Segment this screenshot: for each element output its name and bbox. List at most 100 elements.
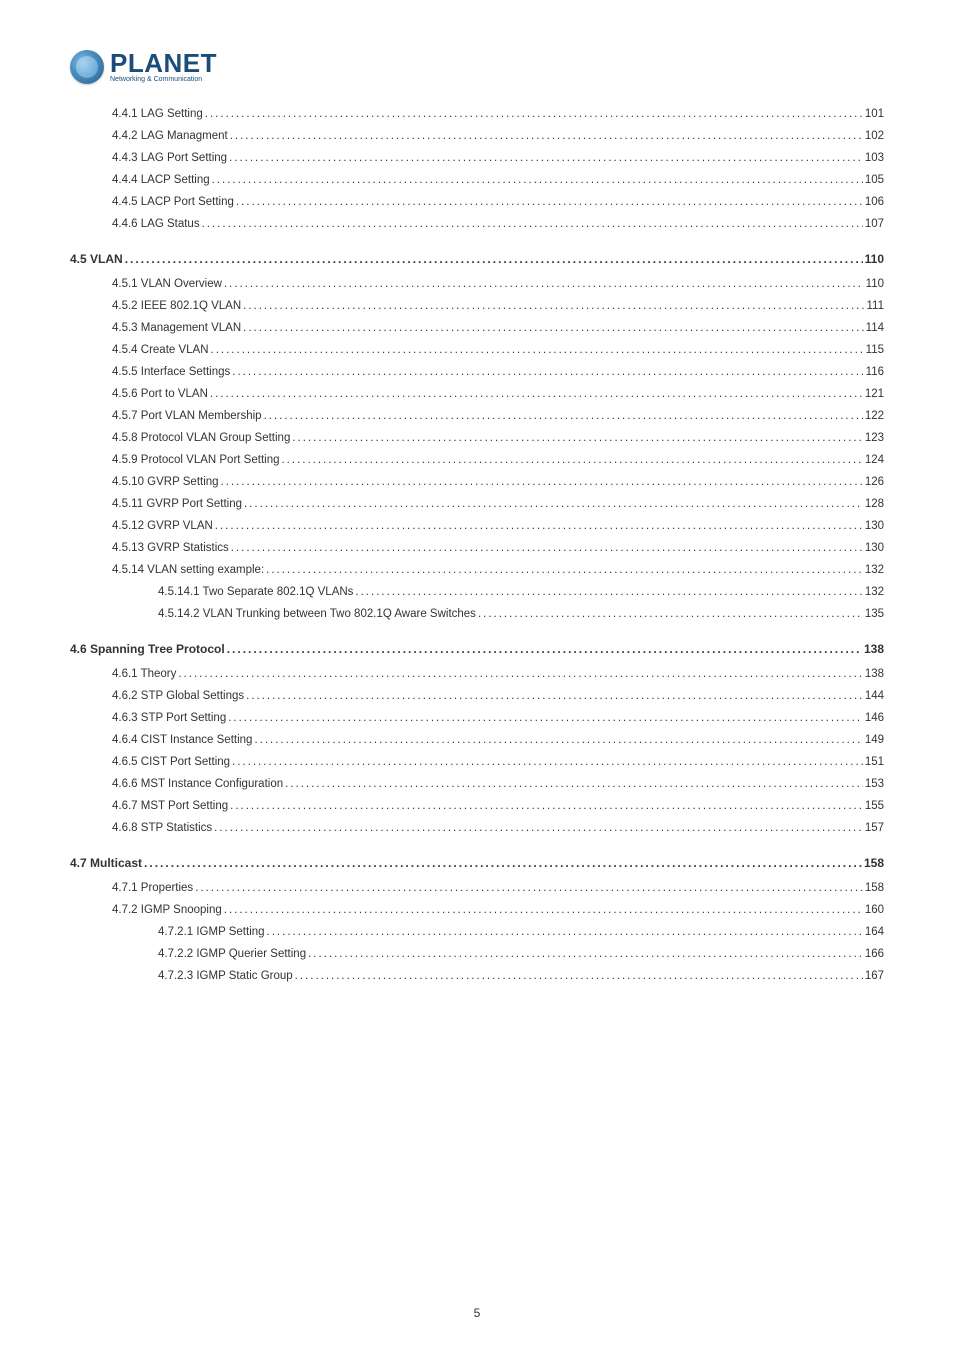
- toc-page-number: 101: [865, 108, 884, 120]
- toc-label: 4.6.1 Theory: [112, 668, 176, 680]
- toc-page-number: 126: [865, 476, 884, 488]
- toc-leader-dots: [231, 542, 863, 554]
- toc-entry[interactable]: 4.7.2 IGMP Snooping160: [70, 904, 884, 916]
- toc-entry[interactable]: 4.4.1 LAG Setting 101: [70, 108, 884, 120]
- toc-leader-dots: [285, 778, 863, 790]
- toc-label: 4.5.6 Port to VLAN: [112, 388, 208, 400]
- toc-leader-dots: [195, 882, 863, 894]
- toc-leader-dots: [224, 904, 863, 916]
- toc-leader-dots: [212, 174, 863, 186]
- toc-label: 4.7.2.2 IGMP Querier Setting: [158, 948, 306, 960]
- toc-entry[interactable]: 4.5.9 Protocol VLAN Port Setting 124: [70, 454, 884, 466]
- toc-entry[interactable]: 4.6.6 MST Instance Configuration153: [70, 778, 884, 790]
- toc-entry[interactable]: 4.6.1 Theory 138: [70, 668, 884, 680]
- toc-leader-dots: [202, 218, 863, 230]
- toc-entry[interactable]: 4.5.11 GVRP Port Setting128: [70, 498, 884, 510]
- toc-entry[interactable]: 4.5.4 Create VLAN115: [70, 344, 884, 356]
- toc-entry[interactable]: 4.7.2.2 IGMP Querier Setting166: [70, 948, 884, 960]
- toc-entry[interactable]: 4.4.3 LAG Port Setting103: [70, 152, 884, 164]
- toc-label: 4.5.8 Protocol VLAN Group Setting: [112, 432, 290, 444]
- toc-page-number: 138: [865, 668, 884, 680]
- toc-page-number: 106: [865, 196, 884, 208]
- toc-leader-dots: [355, 586, 862, 598]
- toc-page-number: 121: [865, 388, 884, 400]
- toc-leader-dots: [236, 196, 863, 208]
- toc-leader-dots: [232, 366, 863, 378]
- toc-label: 4.7.1 Properties: [112, 882, 193, 894]
- toc-leader-dots: [292, 432, 862, 444]
- toc-entry[interactable]: 4.5.8 Protocol VLAN Group Setting123: [70, 432, 884, 444]
- logo-sub-text: Networking & Communication: [110, 76, 217, 84]
- toc-page-number: 124: [865, 454, 884, 466]
- toc-entry[interactable]: 4.5.5 Interface Settings116: [70, 366, 884, 378]
- toc-entry[interactable]: 4.6.2 STP Global Settings144: [70, 690, 884, 702]
- toc-page-number: 110: [865, 252, 884, 266]
- toc-label: 4.5.14.2 VLAN Trunking between Two 802.1…: [158, 608, 476, 620]
- toc-label: 4.5.10 GVRP Setting: [112, 476, 219, 488]
- toc-label: 4.5.14.1 Two Separate 802.1Q VLANs: [158, 586, 353, 598]
- toc-label: 4.6 Spanning Tree Protocol: [70, 642, 225, 656]
- toc-entry[interactable]: 4.5.14 VLAN setting example:132: [70, 564, 884, 576]
- toc-entry[interactable]: 4.6.3 STP Port Setting 146: [70, 712, 884, 724]
- toc-leader-dots: [144, 856, 862, 870]
- toc-entry[interactable]: 4.6.4 CIST Instance Setting149: [70, 734, 884, 746]
- toc-heading[interactable]: 4.6 Spanning Tree Protocol138: [70, 642, 884, 656]
- toc-entry[interactable]: 4.5.6 Port to VLAN 121: [70, 388, 884, 400]
- toc-label: 4.7.2.1 IGMP Setting: [158, 926, 265, 938]
- toc-entry[interactable]: 4.4.6 LAG Status107: [70, 218, 884, 230]
- toc-page-number: 167: [865, 970, 884, 982]
- toc-entry[interactable]: 4.5.14.2 VLAN Trunking between Two 802.1…: [70, 608, 884, 620]
- toc-entry[interactable]: 4.5.1 VLAN Overview110: [70, 278, 884, 290]
- toc-leader-dots: [254, 734, 862, 746]
- page-footer: 5: [0, 1306, 954, 1320]
- toc-entry[interactable]: 4.4.2 LAG Managment102: [70, 130, 884, 142]
- toc-leader-dots: [224, 278, 864, 290]
- toc-label: 4.7.2 IGMP Snooping: [112, 904, 222, 916]
- toc-entry[interactable]: 4.7.1 Properties158: [70, 882, 884, 894]
- toc-page-number: 130: [865, 542, 884, 554]
- toc-leader-dots: [178, 668, 862, 680]
- toc-page-number: 116: [866, 366, 884, 378]
- toc-entry[interactable]: 4.5.3 Management VLAN114: [70, 322, 884, 334]
- toc-page-number: 132: [865, 564, 884, 576]
- toc-entry[interactable]: 4.7.2.1 IGMP Setting164: [70, 926, 884, 938]
- toc-leader-dots: [478, 608, 863, 620]
- toc-entry[interactable]: 4.4.4 LACP Setting105: [70, 174, 884, 186]
- toc-entry[interactable]: 4.5.14.1 Two Separate 802.1Q VLANs132: [70, 586, 884, 598]
- toc-label: 4.6.3 STP Port Setting: [112, 712, 226, 724]
- toc-label: 4.5.7 Port VLAN Membership: [112, 410, 262, 422]
- toc-label: 4.4.2 LAG Managment: [112, 130, 228, 142]
- toc-leader-dots: [243, 300, 864, 312]
- toc-entry[interactable]: 4.6.8 STP Statistics157: [70, 822, 884, 834]
- toc-entry[interactable]: 4.6.7 MST Port Setting155: [70, 800, 884, 812]
- toc-entry[interactable]: 4.6.5 CIST Port Setting151: [70, 756, 884, 768]
- toc-entry[interactable]: 4.4.5 LACP Port Setting106: [70, 196, 884, 208]
- toc-label: 4.4.3 LAG Port Setting: [112, 152, 227, 164]
- toc-label: 4.7.2.3 IGMP Static Group: [158, 970, 293, 982]
- toc-page-number: 146: [865, 712, 884, 724]
- toc-leader-dots: [281, 454, 862, 466]
- toc-entry[interactable]: 4.7.2.3 IGMP Static Group 167: [70, 970, 884, 982]
- toc-leader-dots: [215, 520, 863, 532]
- toc-entry[interactable]: 4.5.7 Port VLAN Membership 122: [70, 410, 884, 422]
- toc-entry[interactable]: 4.5.12 GVRP VLAN130: [70, 520, 884, 532]
- toc-entry[interactable]: 4.5.13 GVRP Statistics130: [70, 542, 884, 554]
- toc-entry[interactable]: 4.5.2 IEEE 802.1Q VLAN111: [70, 300, 884, 312]
- toc-leader-dots: [211, 344, 864, 356]
- toc-page-number: 153: [865, 778, 884, 790]
- planet-icon: [70, 50, 104, 84]
- toc-page-number: 151: [865, 756, 884, 768]
- toc-label: 4.4.1 LAG Setting: [112, 108, 203, 120]
- toc-heading[interactable]: 4.5 VLAN110: [70, 252, 884, 266]
- table-of-contents: 4.4.1 LAG Setting1014.4.2 LAG Managment1…: [70, 108, 884, 982]
- toc-entry[interactable]: 4.5.10 GVRP Setting 126: [70, 476, 884, 488]
- toc-label: 4.5.11 GVRP Port Setting: [112, 498, 242, 510]
- toc-label: 4.5.9 Protocol VLAN Port Setting: [112, 454, 279, 466]
- toc-page-number: 122: [865, 410, 884, 422]
- toc-leader-dots: [267, 926, 863, 938]
- toc-leader-dots: [214, 822, 863, 834]
- toc-label: 4.6.7 MST Port Setting: [112, 800, 228, 812]
- brand-logo: PLANET Networking & Communication: [70, 50, 884, 84]
- toc-heading[interactable]: 4.7 Multicast158: [70, 856, 884, 870]
- toc-leader-dots: [210, 388, 863, 400]
